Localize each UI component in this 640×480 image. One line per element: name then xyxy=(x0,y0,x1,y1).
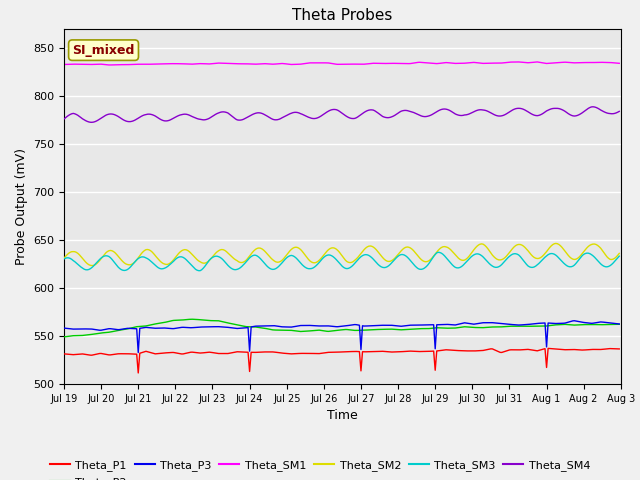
Theta_P1 xyxy=(255,349,263,355)
Theta_P3 xyxy=(255,323,263,329)
Theta_SM1 xyxy=(616,60,623,66)
Theta_SM2 xyxy=(60,255,68,261)
Theta_SM1 xyxy=(305,60,312,66)
Theta_SM1 xyxy=(246,61,253,67)
Theta_SM4 xyxy=(305,114,312,120)
Theta_SM4 xyxy=(130,118,138,124)
Theta_SM1 xyxy=(130,61,138,67)
Theta_SM4 xyxy=(616,108,623,114)
Theta_SM1 xyxy=(534,59,541,65)
Theta_SM3 xyxy=(196,268,204,274)
Theta_SM2 xyxy=(255,245,263,251)
Theta_SM4 xyxy=(586,105,594,110)
Theta_SM3 xyxy=(227,265,235,271)
Line: Theta_SM1: Theta_SM1 xyxy=(64,62,620,65)
Theta_SM2 xyxy=(88,263,96,268)
Theta_SM1 xyxy=(60,61,68,67)
Theta_P1 xyxy=(616,346,623,352)
Theta_P3 xyxy=(571,318,579,324)
Theta_SM1 xyxy=(255,61,263,67)
Theta_P1 xyxy=(246,369,253,374)
Line: Theta_P3: Theta_P3 xyxy=(64,321,620,352)
Line: Theta_P1: Theta_P1 xyxy=(64,348,620,373)
Theta_P2 xyxy=(586,322,594,327)
Theta_P3 xyxy=(227,325,235,331)
Theta_P2 xyxy=(246,324,253,330)
Theta_SM2 xyxy=(246,253,253,259)
Title: Theta Probes: Theta Probes xyxy=(292,9,392,24)
Theta_SM3 xyxy=(616,253,623,259)
Y-axis label: Probe Output (mV): Probe Output (mV) xyxy=(15,148,28,265)
Line: Theta_SM2: Theta_SM2 xyxy=(64,243,620,265)
Theta_SM2 xyxy=(227,253,235,259)
Theta_P1 xyxy=(134,370,142,376)
Line: Theta_P2: Theta_P2 xyxy=(64,319,620,337)
Theta_SM4 xyxy=(227,113,235,119)
Theta_SM1 xyxy=(227,60,235,66)
Theta_SM4 xyxy=(589,104,597,109)
Theta_SM2 xyxy=(552,240,559,246)
Theta_P3 xyxy=(134,349,142,355)
Theta_P3 xyxy=(246,348,253,354)
Theta_P3 xyxy=(60,325,68,331)
Theta_P1 xyxy=(128,351,136,357)
Theta_P2 xyxy=(60,334,68,340)
Theta_P2 xyxy=(305,328,312,334)
Theta_SM3 xyxy=(435,250,442,255)
Theta_SM3 xyxy=(60,256,68,262)
Theta_P3 xyxy=(305,323,312,328)
Theta_P1 xyxy=(60,351,68,357)
Theta_P2 xyxy=(255,324,263,330)
Theta_P1 xyxy=(227,350,235,356)
Theta_P1 xyxy=(305,350,312,356)
Text: SI_mixed: SI_mixed xyxy=(72,44,135,57)
Theta_SM4 xyxy=(88,120,96,125)
Theta_P2 xyxy=(128,325,136,331)
Theta_SM4 xyxy=(60,116,68,122)
Theta_SM2 xyxy=(130,260,138,266)
Theta_SM3 xyxy=(128,263,136,268)
Theta_P2 xyxy=(189,316,196,322)
Theta_SM1 xyxy=(106,62,115,68)
Theta_P1 xyxy=(588,347,595,352)
Theta_SM2 xyxy=(616,251,623,256)
Legend: Theta_P1, Theta_P2, Theta_P3, Theta_SM1, Theta_SM2, Theta_SM3, Theta_SM4: Theta_P1, Theta_P2, Theta_P3, Theta_SM1,… xyxy=(45,456,595,480)
Line: Theta_SM3: Theta_SM3 xyxy=(64,252,620,271)
Theta_P3 xyxy=(616,321,623,327)
Theta_P2 xyxy=(227,321,235,326)
Theta_SM3 xyxy=(246,255,253,261)
Theta_SM2 xyxy=(588,241,595,247)
Theta_SM4 xyxy=(246,113,253,119)
Theta_P3 xyxy=(588,321,595,326)
Theta_P1 xyxy=(544,346,552,351)
Theta_SM4 xyxy=(255,110,263,116)
Theta_SM3 xyxy=(305,266,312,272)
Theta_P2 xyxy=(616,322,623,327)
X-axis label: Time: Time xyxy=(327,409,358,422)
Theta_SM3 xyxy=(255,254,263,260)
Theta_SM3 xyxy=(588,252,595,257)
Theta_P3 xyxy=(128,325,136,331)
Theta_SM1 xyxy=(588,60,595,65)
Theta_SM2 xyxy=(305,256,312,262)
Line: Theta_SM4: Theta_SM4 xyxy=(64,107,620,122)
